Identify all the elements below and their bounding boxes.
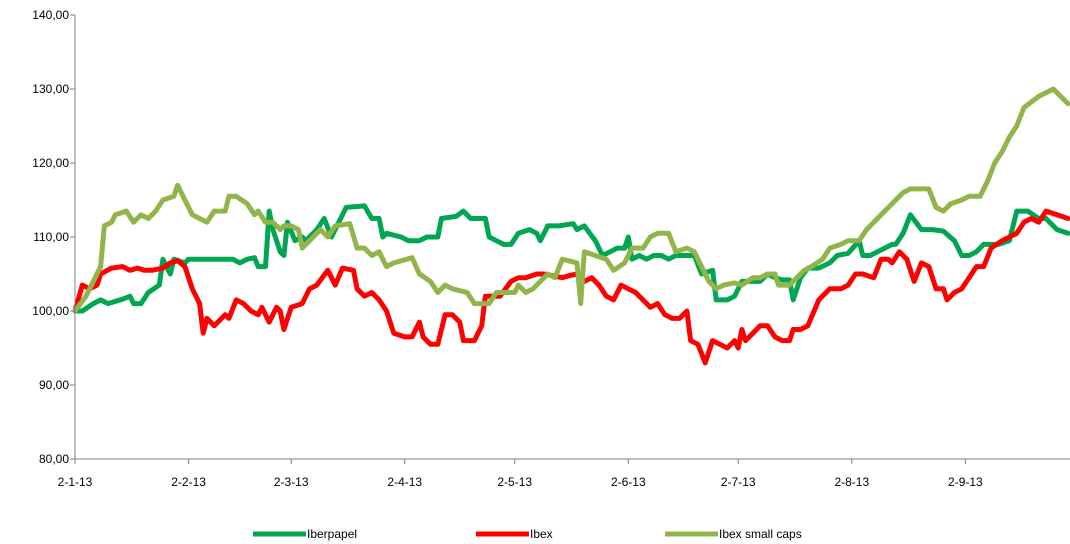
x-axis-ticks: 2-1-13 2-2-13 2-3-13 2-4-13 2-5-13 2-6-13 2-7-… <box>58 459 983 489</box>
x-tick-label: 2-3-13 <box>274 475 309 489</box>
series-line-ibex-small-caps <box>72 86 1070 314</box>
y-tick-label: 110,00 <box>33 230 69 244</box>
y-axis-ticks: 80,00 90,00 100,00 110,00 120,00 130,00 140,00 <box>32 8 75 466</box>
plot-area <box>72 86 1070 366</box>
y-tick-label: 120,00 <box>32 156 69 170</box>
legend-label-iberpapel: Iberpapel <box>307 527 357 541</box>
y-tick-label: 130,00 <box>32 82 69 96</box>
x-tick-label: 2-7-13 <box>721 475 756 489</box>
x-tick-label: 2-8-13 <box>834 475 869 489</box>
y-tick-label: 140,00 <box>32 8 69 22</box>
legend-label-ibex: Ibex <box>530 527 553 541</box>
x-tick-label: 2-2-13 <box>171 475 206 489</box>
y-tick-label: 100,00 <box>32 304 69 318</box>
legend: Iberpapel Ibex Ibex small caps <box>253 527 802 541</box>
x-tick-label: 2-1-13 <box>58 475 93 489</box>
legend-label-ibex-small-caps: Ibex small caps <box>719 527 802 541</box>
x-tick-label: 2-4-13 <box>387 475 422 489</box>
axes <box>74 15 1070 460</box>
series-line-ibex <box>72 208 1070 366</box>
x-tick-label: 2-9-13 <box>948 475 983 489</box>
y-tick-label: 80,00 <box>39 452 69 466</box>
x-tick-label: 2-5-13 <box>497 475 532 489</box>
x-tick-label: 2-6-13 <box>611 475 646 489</box>
y-tick-label: 90,00 <box>39 378 69 392</box>
series-line-iberpapel <box>72 203 1070 314</box>
